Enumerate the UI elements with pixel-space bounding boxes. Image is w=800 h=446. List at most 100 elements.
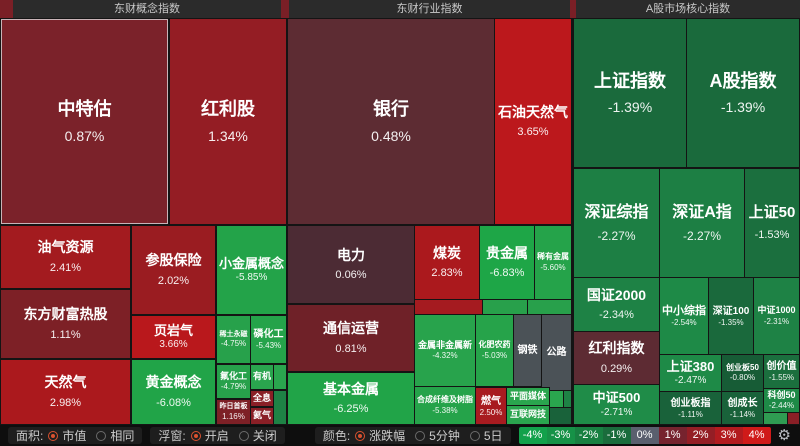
- treemap-cell[interactable]: 燃气 2.50%: [476, 388, 506, 424]
- treemap-cell-unlabeled[interactable]: [564, 391, 571, 407]
- treemap-cell[interactable]: 创价值 -1.55%: [764, 355, 799, 388]
- treemap-cell[interactable]: 东方财富热股 1.11%: [1, 290, 130, 358]
- treemap-cell[interactable]: 互联网技: [507, 406, 549, 424]
- treemap-cell[interactable]: 深证综指 -2.27%: [574, 169, 659, 277]
- treemap-cell[interactable]: 氦气: [251, 408, 273, 424]
- cell-change-percent: -1.39%: [607, 99, 653, 116]
- treemap-cell-unlabeled[interactable]: [764, 413, 787, 424]
- treemap-cell[interactable]: 天然气 2.98%: [1, 360, 130, 424]
- treemap-cell[interactable]: 科创50 -2.44%: [764, 389, 799, 412]
- treemap-cell[interactable]: 合成纤维及树脂 -5.38%: [415, 387, 475, 424]
- cell-label: 化肥农药: [478, 340, 511, 350]
- treemap-cell[interactable]: 化肥农药 -5.03%: [476, 315, 513, 386]
- cell-label: 磷化工: [253, 329, 284, 340]
- treemap-cell[interactable]: 上证50 -1.53%: [745, 169, 799, 277]
- treemap-cell[interactable]: 参股保险 2.02%: [132, 226, 215, 314]
- cell-change-percent: -1.39%: [720, 99, 766, 116]
- cell-label: 昨日首板: [219, 403, 248, 411]
- treemap-cell[interactable]: 金属非金属新 -4.32%: [415, 315, 475, 386]
- treemap-cell-unlabeled[interactable]: [550, 408, 571, 424]
- radio-option[interactable]: 关闭: [238, 427, 277, 444]
- toolbar-group: 浮窗: 开启 关闭: [150, 427, 285, 444]
- toolbar-group-label: 颜色:: [322, 429, 351, 443]
- treemap-cell[interactable]: 油气资源 2.41%: [1, 226, 130, 288]
- treemap-cell[interactable]: 中证1000 -2.31%: [754, 278, 799, 354]
- treemap-cell[interactable]: 全息: [251, 391, 273, 406]
- radio-option[interactable]: 相同: [96, 427, 134, 444]
- treemap-cell[interactable]: 通信运营 0.81%: [288, 305, 414, 371]
- radio-option[interactable]: 5分钟: [415, 427, 460, 444]
- treemap-cell[interactable]: 有机: [251, 365, 273, 389]
- treemap-cell[interactable]: 红利指数 0.29%: [574, 332, 659, 384]
- treemap-cell[interactable]: 基本金属 -6.25%: [288, 373, 414, 424]
- treemap-cell[interactable]: 稀有金属 -5.60%: [535, 226, 571, 299]
- treemap-cell[interactable]: 昨日首板 1.16%: [217, 400, 250, 424]
- treemap-cell[interactable]: 上证380 -2.47%: [660, 355, 721, 391]
- cell-label: 贵金属: [486, 244, 528, 261]
- treemap-cell[interactable]: 磷化工 -5.43%: [251, 316, 286, 363]
- scale-swatch: 0%: [630, 427, 659, 444]
- cell-label: 国证2000: [586, 286, 647, 303]
- treemap-cell-unlabeled[interactable]: [550, 391, 563, 407]
- treemap-cell[interactable]: 创业板50 -0.80%: [722, 355, 763, 391]
- treemap-cell[interactable]: 深证A指 -2.27%: [660, 169, 744, 277]
- cell-label: 创业板指: [670, 397, 711, 409]
- treemap-cell[interactable]: 红利股 1.34%: [170, 19, 286, 224]
- scale-swatch: 3%: [714, 427, 743, 444]
- treemap-cell[interactable]: 页岩气 3.66%: [132, 316, 215, 358]
- cell-change-percent: 3.65%: [517, 126, 549, 139]
- cell-label: 有机: [252, 371, 271, 382]
- cell-change-percent: 0.81%: [335, 342, 367, 355]
- treemap-cell-unlabeled[interactable]: [483, 300, 527, 314]
- treemap-cell[interactable]: 小金属概念 -5.85%: [217, 226, 286, 314]
- cell-change-percent: -6.83%: [489, 267, 525, 280]
- cell-label: 中特估: [57, 99, 112, 120]
- radio-option[interactable]: 涨跌幅: [355, 427, 405, 444]
- cell-change-percent: 0.48%: [371, 127, 411, 144]
- treemap-cell[interactable]: 稀土永磁 -4.75%: [217, 316, 250, 363]
- treemap-cell-unlabeled[interactable]: [788, 413, 799, 424]
- treemap-cell[interactable]: 贵金属 -6.83%: [480, 226, 534, 299]
- radio-option-label: 关闭: [252, 429, 277, 443]
- treemap-cell[interactable]: 电力 0.06%: [288, 226, 414, 303]
- panel-header-bar: 东财概念指数 东财行业指数 A股市场核心指数: [0, 0, 800, 18]
- treemap-cell-unlabeled[interactable]: [274, 391, 286, 424]
- treemap-cell[interactable]: 中特估 0.87%: [1, 19, 168, 224]
- treemap-cell[interactable]: 创业板指 -1.11%: [660, 392, 721, 424]
- cell-change-percent: -5.85%: [235, 272, 268, 284]
- treemap-cell[interactable]: 氟化工 -4.79%: [217, 365, 250, 398]
- treemap-cell[interactable]: A股指数 -1.39%: [687, 19, 799, 167]
- treemap-cell-unlabeled[interactable]: [415, 300, 482, 314]
- treemap-cell[interactable]: 公路: [542, 315, 571, 390]
- treemap-cell[interactable]: 深证100 -1.35%: [709, 278, 753, 354]
- cell-change-percent: 0.06%: [335, 269, 367, 282]
- radio-option-label: 市值: [62, 429, 87, 443]
- treemap-cell[interactable]: 上证指数 -1.39%: [574, 19, 686, 167]
- treemap-cell-unlabeled[interactable]: [528, 300, 571, 314]
- treemap-cell[interactable]: 黄金概念 -6.08%: [132, 360, 215, 424]
- cell-change-percent: -5.43%: [255, 341, 282, 350]
- treemap-cell[interactable]: 平面媒体: [507, 388, 549, 405]
- toolbar-controls: 面积: 市值 相同 浮窗: 开启 关闭 颜色: 涨跌幅 5分钟 5日: [0, 427, 511, 444]
- treemap-cell[interactable]: 钢铁: [514, 315, 541, 386]
- radio-option[interactable]: 5日: [469, 427, 503, 444]
- treemap-cell[interactable]: 中小综指 -2.54%: [660, 278, 708, 354]
- radio-option[interactable]: 开启: [190, 427, 229, 444]
- cell-label: 煤炭: [433, 244, 461, 261]
- cell-label: 燃气: [481, 395, 501, 407]
- treemap-cell-unlabeled[interactable]: [274, 365, 286, 389]
- cell-label: 红利指数: [588, 340, 645, 357]
- treemap-cell[interactable]: 石油天然气 3.65%: [495, 19, 571, 224]
- panel-header: 东财概念指数: [13, 0, 281, 18]
- treemap-cell[interactable]: 国证2000 -2.34%: [574, 278, 659, 331]
- radio-option[interactable]: 市值: [48, 427, 86, 444]
- panel-gap-block: [0, 0, 13, 18]
- treemap-cell[interactable]: 创成长 -1.14%: [722, 392, 763, 424]
- cell-label: 创业板50: [726, 362, 759, 372]
- treemap-cell[interactable]: 中证500 -2.71%: [574, 385, 659, 424]
- cell-change-percent: -4.75%: [220, 339, 247, 349]
- treemap-cell[interactable]: 煤炭 2.83%: [415, 226, 479, 299]
- treemap-cell[interactable]: 银行 0.48%: [288, 19, 494, 224]
- settings-gear-icon[interactable]: ⚙: [777, 427, 791, 444]
